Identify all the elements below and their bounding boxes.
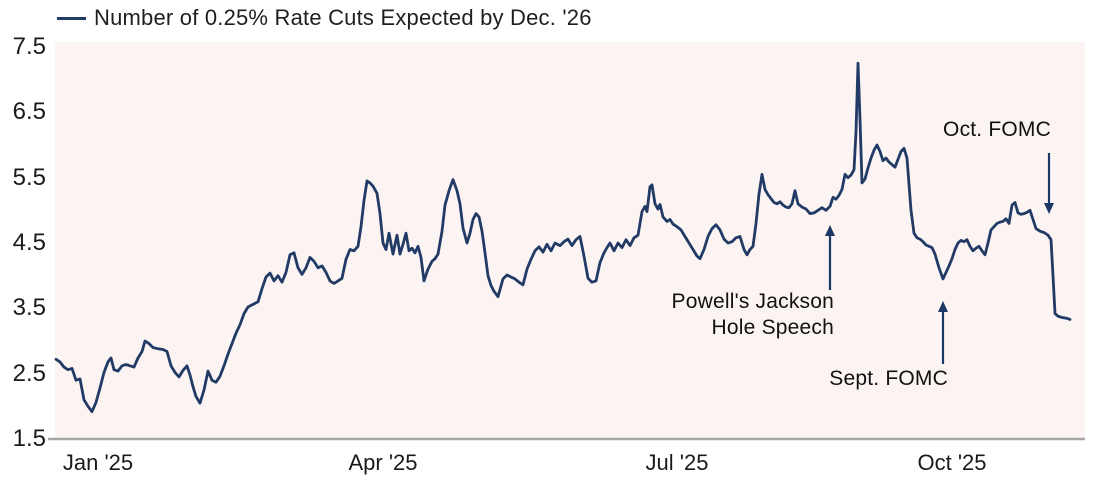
y-tick-label: 1.5 bbox=[12, 425, 46, 452]
annotation-arrow bbox=[1044, 153, 1054, 214]
rate-cuts-line-series bbox=[54, 61, 1072, 414]
annotation-sept-fomc: Sept. FOMC bbox=[829, 366, 948, 392]
chart-legend: Number of 0.25% Rate Cuts Expected by De… bbox=[57, 5, 592, 31]
y-tick-label: 5.5 bbox=[12, 163, 46, 191]
annotation-text-line: Powell's Jackson bbox=[671, 290, 834, 313]
y-tick-label: 2.5 bbox=[12, 359, 46, 387]
annotation-text-line: Hole Speech bbox=[711, 316, 834, 339]
y-tick-label: 6.5 bbox=[12, 98, 46, 126]
legend-label: Number of 0.25% Rate Cuts Expected by De… bbox=[94, 5, 592, 30]
legend-line-swatch bbox=[57, 16, 86, 20]
y-tick-label: 7.5 bbox=[12, 33, 46, 60]
annotation-arrow bbox=[938, 301, 948, 364]
x-tick-label: Oct '25 bbox=[917, 450, 987, 475]
y-tick-label: 3.5 bbox=[12, 294, 46, 322]
x-tick-label: Jul '25 bbox=[645, 450, 709, 475]
annotation-text-line: Sept. FOMC bbox=[829, 367, 948, 390]
annotation-oct-fomc: Oct. FOMC bbox=[943, 117, 1051, 143]
annotation-arrow bbox=[825, 225, 835, 290]
y-tick-label: 4.5 bbox=[12, 229, 46, 256]
x-tick-label: Apr '25 bbox=[348, 450, 418, 475]
annotation-jackson-hole: Powell's Jackson Hole Speech bbox=[672, 289, 834, 341]
x-tick-label: Jan '25 bbox=[62, 450, 134, 475]
annotation-text-line: Oct. FOMC bbox=[943, 118, 1051, 141]
